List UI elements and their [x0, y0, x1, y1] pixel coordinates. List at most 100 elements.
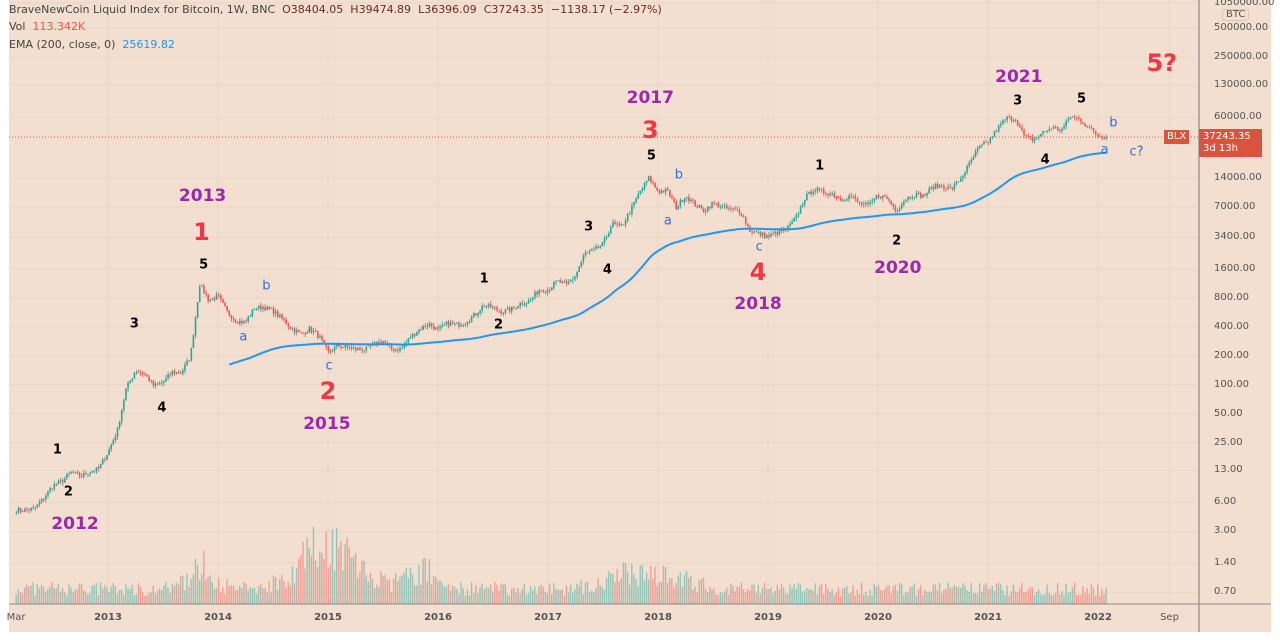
last-price: 37243.35 [1203, 131, 1251, 142]
volume-bar [681, 586, 684, 604]
candle-body [403, 344, 406, 348]
candle-body [262, 307, 264, 310]
volume-bar [818, 586, 821, 604]
volume-bar [635, 579, 637, 604]
candle-body [316, 331, 319, 338]
volume-bar [622, 562, 625, 604]
candle-body [930, 187, 933, 189]
volume-bar [1086, 588, 1088, 604]
volume-bar [863, 594, 865, 604]
candle-body [698, 205, 701, 208]
candle-body [340, 346, 342, 348]
wave-label: 2012 [51, 513, 99, 534]
candle-body [222, 299, 224, 303]
candle-body [1078, 117, 1080, 119]
volume-bar [1065, 583, 1067, 604]
candle-body [742, 215, 745, 218]
candle-body [607, 233, 610, 237]
candle-body [546, 290, 549, 293]
candle-body [595, 246, 597, 249]
chart-pane[interactable] [9, 0, 1271, 632]
volume-bar [1042, 595, 1044, 604]
volume-bar [696, 591, 698, 604]
volume-bar [99, 582, 102, 604]
symbol-title[interactable]: BraveNewCoin Liquid Index for Bitcoin, 1… [9, 3, 276, 16]
volume-legend[interactable]: Vol 113.342K [9, 20, 85, 33]
candle-body [559, 280, 562, 283]
volume-bar [567, 592, 570, 604]
volume-bar [1048, 593, 1050, 604]
volume-bar [397, 581, 399, 604]
wave-label: 4 [749, 258, 767, 286]
candle-body [915, 193, 918, 198]
volume-bar [793, 584, 795, 604]
candle-body [443, 324, 446, 326]
candle-body [985, 142, 987, 143]
candle-body [770, 233, 772, 237]
currency-badge[interactable]: BTC [1222, 9, 1250, 21]
candle-body [763, 232, 766, 238]
volume-bar [125, 584, 127, 604]
volume-bar [289, 585, 291, 604]
wave-label: b [674, 167, 684, 183]
volume-bar [196, 565, 199, 604]
candle-body [1056, 127, 1059, 131]
candle-body [1050, 128, 1053, 130]
candle-body [272, 308, 275, 314]
candle-body [205, 293, 207, 295]
volume-bar [462, 587, 464, 604]
candle-body [451, 322, 454, 324]
volume-bar [1103, 593, 1105, 604]
volume-bar [300, 555, 302, 604]
volume-bar [671, 578, 673, 604]
candle-body [437, 327, 439, 329]
volume-bar [580, 580, 582, 604]
volume-bar [894, 584, 897, 604]
candle-body [236, 322, 239, 324]
candle-body [302, 332, 304, 334]
candle-body [137, 372, 140, 373]
volume-bar [744, 592, 747, 604]
candle-body [719, 207, 722, 208]
volume-bar [675, 583, 677, 604]
candle-body [114, 436, 117, 441]
volume-bar [833, 595, 835, 604]
candle-body [220, 295, 222, 300]
candle-body [639, 190, 642, 194]
volume-bar [274, 577, 277, 604]
volume-bar [734, 591, 736, 604]
volume-bar [15, 594, 17, 604]
candle-body [1101, 136, 1103, 139]
volume-bar [820, 583, 823, 604]
volume-bar [660, 581, 663, 604]
candle-body [569, 280, 572, 283]
candle-body [198, 286, 201, 303]
volume-bar [477, 593, 479, 604]
candle-body [892, 204, 895, 207]
volume-bar [641, 564, 644, 604]
candle-body [717, 203, 720, 208]
candle-body [382, 341, 384, 344]
volume-bar [106, 587, 108, 604]
volume-bar [167, 587, 169, 604]
volume-bar [443, 586, 445, 604]
volume-bar [449, 590, 452, 604]
candle-body [470, 316, 473, 322]
candle-body [936, 184, 939, 188]
volume-bar [428, 559, 431, 604]
ema-legend[interactable]: EMA (200, close, 0) 25619.82 [9, 38, 175, 51]
price-tick-label: 400.00 [1214, 320, 1249, 332]
price-tick-label: 200.00 [1214, 349, 1249, 361]
candle-body [399, 348, 401, 351]
ema-line [228, 151, 1107, 366]
candle-body [540, 290, 543, 292]
candle-body [515, 307, 517, 309]
candle-body [565, 282, 568, 284]
candle-body [747, 223, 749, 227]
volume-bar [525, 594, 528, 604]
candle-body [774, 231, 777, 234]
volume-bar [70, 587, 72, 604]
candle-body [926, 193, 928, 196]
candle-body [285, 320, 287, 325]
